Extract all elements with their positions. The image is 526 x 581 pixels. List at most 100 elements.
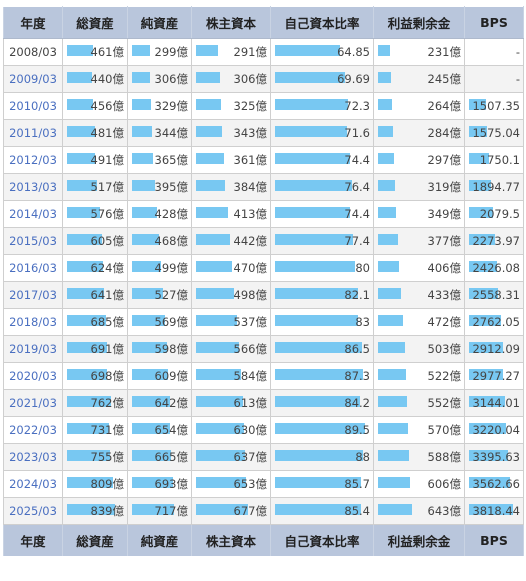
equity-ratio-cell: 76.4 <box>270 173 374 201</box>
bps-bar <box>469 234 495 245</box>
year-cell[interactable]: 2011/03 <box>3 119 63 147</box>
table-header: 年度 総資産 純資産 株主資本 自己資本比率 利益剰余金 BPS <box>3 6 524 39</box>
net-assets-cell: 499億 <box>127 254 192 282</box>
equity-ratio-bar <box>275 99 348 110</box>
header-equity-ratio[interactable]: 自己資本比率 <box>270 6 374 39</box>
retained-earnings-cell: 297億 <box>373 146 465 174</box>
equity-cell: 653億 <box>191 470 271 498</box>
equity-ratio-cell: 74.4 <box>270 200 374 228</box>
equity-cell: 637億 <box>191 443 271 471</box>
total-assets-cell: 461億 <box>62 38 128 66</box>
equity-cell: 413億 <box>191 200 271 228</box>
header-year[interactable]: 年度 <box>3 6 63 39</box>
bps-cell: 2762.05 <box>464 308 524 336</box>
retained-earnings-cell: 503億 <box>373 335 465 363</box>
net-assets-bar <box>132 153 153 164</box>
year-cell[interactable]: 2023/03 <box>3 443 63 471</box>
total-assets-value: 440億 <box>90 72 124 86</box>
retained-earnings-cell: 433億 <box>373 281 465 309</box>
year-cell[interactable]: 2009/03 <box>3 65 63 93</box>
table-row: 2009/03 440億 306億 306億 69.69 245億 - <box>3 65 524 93</box>
bps-bar <box>469 396 505 407</box>
footer-equity: 株主資本 <box>191 524 271 557</box>
year-cell[interactable]: 2020/03 <box>3 362 63 390</box>
bps-value: 3818.44 <box>472 504 520 518</box>
footer-retained-earnings: 利益剰余金 <box>373 524 465 557</box>
table-row: 2019/03 691億 598億 566億 86.5 503億 2912.09 <box>3 335 524 363</box>
bps-value: 2977.27 <box>472 369 520 383</box>
year-cell[interactable]: 2013/03 <box>3 173 63 201</box>
retained-earnings-cell: 406億 <box>373 254 465 282</box>
year-cell[interactable]: 2017/03 <box>3 281 63 309</box>
equity-ratio-cell: 64.85 <box>270 38 374 66</box>
equity-cell: 384億 <box>191 173 271 201</box>
equity-bar <box>196 126 222 137</box>
year-cell[interactable]: 2019/03 <box>3 335 63 363</box>
bps-cell: - <box>464 65 524 93</box>
net-assets-bar <box>132 234 159 245</box>
retained-earnings-cell: 472億 <box>373 308 465 336</box>
equity-ratio-bar <box>275 261 355 272</box>
header-total-assets[interactable]: 総資産 <box>62 6 128 39</box>
retained-earnings-bar <box>378 369 406 380</box>
year-cell[interactable]: 2021/03 <box>3 389 63 417</box>
bps-value: 1750.1 <box>479 153 520 167</box>
total-assets-cell: 839億 <box>62 497 128 525</box>
total-assets-value: 624億 <box>90 261 124 275</box>
equity-bar <box>196 180 225 191</box>
bps-cell: 1507.35 <box>464 92 524 120</box>
year-cell[interactable]: 2010/03 <box>3 92 63 120</box>
bps-cell: 3220.04 <box>464 416 524 444</box>
net-assets-value: 306億 <box>154 72 188 86</box>
bps-cell: 1750.1 <box>464 146 524 174</box>
year-cell[interactable]: 2022/03 <box>3 416 63 444</box>
retained-earnings-bar <box>378 234 398 245</box>
bps-value: 2426.08 <box>472 261 520 275</box>
net-assets-value: 329億 <box>154 99 188 113</box>
bps-value: - <box>515 72 520 86</box>
total-assets-value: 605億 <box>90 234 124 248</box>
equity-ratio-value: 77.4 <box>344 234 370 248</box>
equity-ratio-bar <box>275 72 345 83</box>
header-bps[interactable]: BPS <box>464 6 524 39</box>
net-assets-cell: 642億 <box>127 389 192 417</box>
equity-ratio-value: 84.2 <box>344 396 370 410</box>
total-assets-cell: 691億 <box>62 335 128 363</box>
net-assets-cell: 395億 <box>127 173 192 201</box>
year-cell[interactable]: 2015/03 <box>3 227 63 255</box>
net-assets-bar <box>132 72 150 83</box>
equity-value: 584億 <box>233 369 267 383</box>
equity-cell: 442億 <box>191 227 271 255</box>
year-cell[interactable]: 2014/03 <box>3 200 63 228</box>
header-equity[interactable]: 株主資本 <box>191 6 271 39</box>
net-assets-bar <box>132 288 163 299</box>
net-assets-cell: 329億 <box>127 92 192 120</box>
year-cell[interactable]: 2012/03 <box>3 146 63 174</box>
year-cell[interactable]: 2018/03 <box>3 308 63 336</box>
total-assets-bar <box>67 234 102 245</box>
year-cell[interactable]: 2025/03 <box>3 497 63 525</box>
total-assets-bar <box>67 45 93 56</box>
equity-cell: 498億 <box>191 281 271 309</box>
year-cell[interactable]: 2024/03 <box>3 470 63 498</box>
net-assets-bar <box>132 126 152 137</box>
header-retained-earnings[interactable]: 利益剰余金 <box>373 6 465 39</box>
retained-earnings-bar <box>378 396 407 407</box>
equity-ratio-value: 72.3 <box>344 99 370 113</box>
bps-bar <box>469 153 489 164</box>
total-assets-cell: 517億 <box>62 173 128 201</box>
retained-earnings-bar <box>378 72 391 83</box>
retained-earnings-cell: 377億 <box>373 227 465 255</box>
equity-ratio-cell: 69.69 <box>270 65 374 93</box>
header-net-assets[interactable]: 純資産 <box>127 6 192 39</box>
table-row: 2022/03 731億 654億 630億 89.5 570億 3220.04 <box>3 416 524 444</box>
year-cell[interactable]: 2016/03 <box>3 254 63 282</box>
bps-bar <box>469 207 493 218</box>
equity-ratio-bar <box>275 45 340 56</box>
net-assets-cell: 717億 <box>127 497 192 525</box>
equity-ratio-value: 71.6 <box>344 126 370 140</box>
net-assets-bar <box>132 450 171 461</box>
equity-bar <box>196 288 234 299</box>
net-assets-bar <box>132 342 167 353</box>
equity-cell: 470億 <box>191 254 271 282</box>
